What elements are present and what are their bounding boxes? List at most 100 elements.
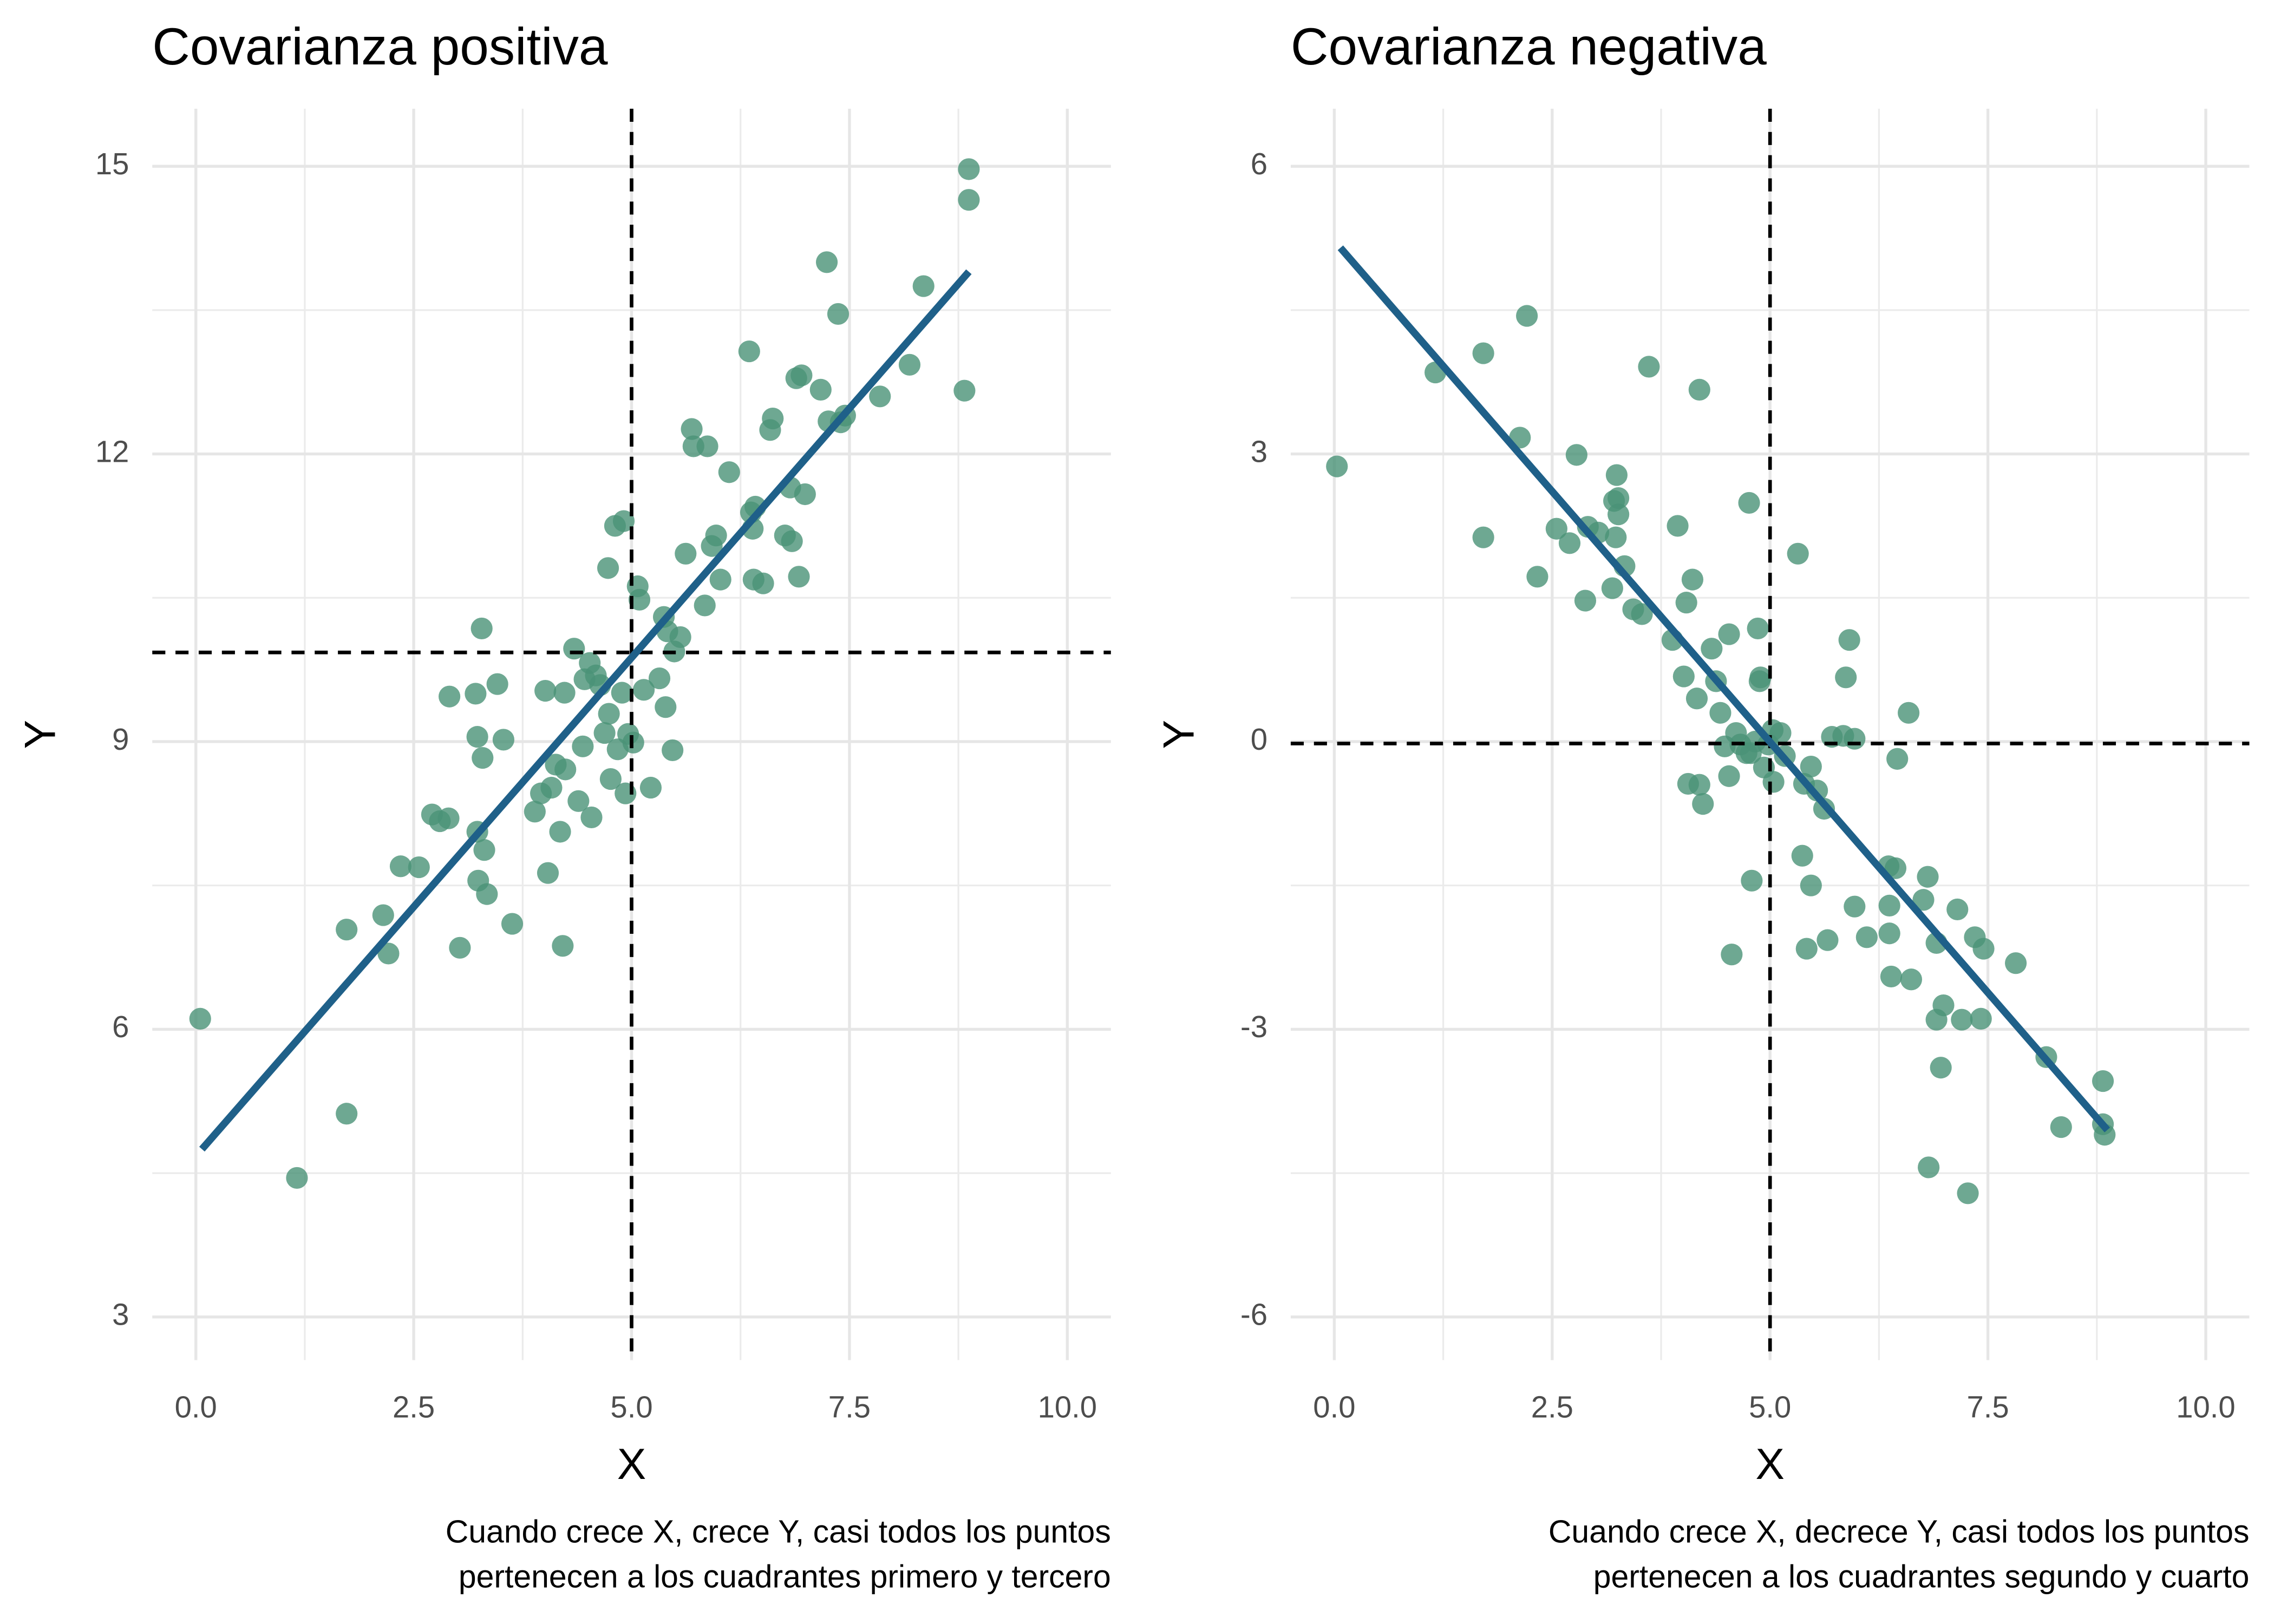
point [534,680,557,702]
point [549,821,571,843]
point [572,735,594,757]
point [1688,774,1710,796]
point [1884,857,1907,879]
point [1681,568,1704,591]
point [1951,1009,1973,1031]
point [1898,702,1920,724]
point [1516,305,1538,327]
point [1472,342,1494,364]
point [449,937,471,959]
y-tick-label: 0 [1251,722,1267,756]
caption: pertenecen a los cuadrantes segundo y cu… [1593,1560,2250,1595]
point [465,683,487,705]
point [1918,1156,1940,1178]
point [612,510,635,532]
point [1545,518,1567,540]
point [2005,952,2027,974]
point [286,1167,308,1189]
point [1718,623,1740,645]
point [1565,444,1587,466]
point [790,364,813,387]
point [1747,617,1769,640]
point [958,158,980,180]
panel: 0.0 2.5 5.0 7.5 10.0 3 6 9 12 15 Covarianza positi… [16,18,1111,1595]
y-tick-label: -3 [1240,1010,1267,1044]
point [632,679,655,701]
point [1800,755,1822,778]
point [554,758,577,781]
point [1769,722,1792,744]
point [1608,487,1630,509]
point [953,379,976,402]
point [1932,994,1955,1017]
x-axis-title: X [617,1440,646,1489]
point [389,855,412,878]
point [1844,728,1866,750]
y-tick-label: 6 [1251,147,1267,181]
x-tick-label: 5.0 [610,1390,652,1424]
point [1930,1057,1952,1079]
y-tick-label: 12 [95,434,129,468]
y-tick-label: 6 [112,1010,129,1044]
fit-line [199,269,972,1152]
point [471,617,493,640]
x-tick-label: 2.5 [393,1390,435,1424]
point [669,626,691,648]
point [1326,455,1348,477]
point [752,572,774,594]
point [552,935,574,957]
y-tick-label: 3 [112,1298,129,1332]
point [377,942,400,965]
point [762,407,784,430]
point [628,588,651,611]
point [1880,965,1903,988]
point [611,682,633,704]
point [709,568,731,591]
point [439,685,461,708]
point [1526,566,1548,588]
point [1558,532,1581,554]
point [815,251,838,273]
point [694,594,716,617]
point [809,378,832,401]
point [1672,665,1695,687]
point [1970,1007,1992,1030]
point [1762,771,1785,793]
point [1835,666,1857,689]
point [1638,356,1660,378]
point [1749,666,1772,689]
point [1574,590,1597,612]
point [336,919,358,941]
point [598,703,620,725]
point [705,525,727,547]
x-tick-label: 0.0 [1313,1390,1355,1424]
point [1878,894,1900,916]
point [1605,526,1627,548]
caption: pertenecen a los cuadrantes primero y te… [459,1560,1111,1595]
point [1692,793,1714,815]
point [1900,968,1923,991]
point [1718,765,1740,787]
point [1685,687,1708,710]
point [2050,1116,2072,1138]
point [1688,378,1710,401]
point [1787,542,1809,565]
point [501,913,524,935]
point [1721,944,1743,966]
point [1667,515,1689,537]
point [1741,869,1763,892]
x-tick-label: 10.0 [2176,1390,2235,1424]
y-tick-label: 15 [95,147,129,181]
point [958,189,980,211]
point [553,682,576,704]
point [1800,874,1822,896]
point [1855,926,1878,948]
point [2092,1070,2114,1092]
point [718,461,740,483]
point [675,542,697,565]
caption: Cuando crece X, crece Y, casi todos los … [446,1514,1111,1549]
point [537,862,559,884]
point [738,340,760,363]
point [1675,592,1697,614]
point [898,353,921,376]
